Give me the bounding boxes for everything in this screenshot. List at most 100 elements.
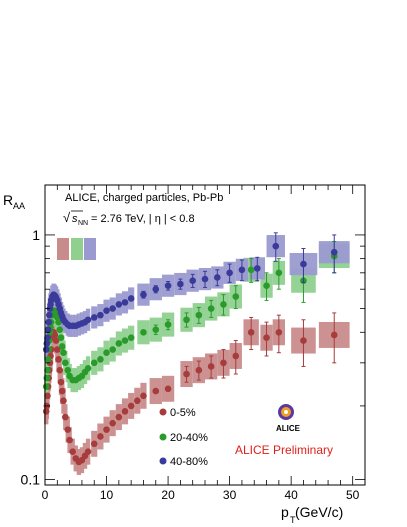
data-point-0-5 xyxy=(109,419,116,427)
data-point-0-5 xyxy=(232,352,240,360)
data-point-0-5 xyxy=(115,413,123,421)
x-label-sub: T xyxy=(290,515,296,525)
normalization-boxes xyxy=(57,238,96,260)
legend-item-40-80: 40-80% xyxy=(159,456,208,468)
data-point-0-5 xyxy=(56,366,64,374)
data-point-0-5 xyxy=(52,337,60,344)
data-point-20-40 xyxy=(103,349,110,357)
legend-label-40-80: 40-80% xyxy=(170,456,208,468)
data-point-0-5 xyxy=(300,337,307,344)
data-point-20-40 xyxy=(247,266,255,274)
legend-label-20-40: 20-40% xyxy=(170,432,208,444)
data-point-0-5 xyxy=(183,370,190,378)
data-point-40-80 xyxy=(44,334,51,342)
energy-subtitle: √ s NN = 2.76 TeV, | η | < 0.8 xyxy=(63,210,195,227)
data-point-40-80 xyxy=(201,275,209,283)
data-point-20-40 xyxy=(152,326,160,333)
chart-title: ALICE, charged particles, Pb-Pb xyxy=(65,192,223,204)
data-point-40-80 xyxy=(46,311,53,319)
x-tick-label: 20 xyxy=(161,488,175,502)
data-point-40-80 xyxy=(45,318,52,326)
data-point-20-40 xyxy=(127,334,135,342)
data-point-40-80 xyxy=(238,266,246,274)
data-point-0-5 xyxy=(51,331,59,339)
data-point-20-40 xyxy=(57,334,65,342)
norm-box-40-80 xyxy=(84,238,96,260)
data-point-20-40 xyxy=(42,383,50,390)
legend-marker-0-5 xyxy=(159,408,167,416)
data-point-40-80 xyxy=(152,285,160,293)
data-point-40-80 xyxy=(121,299,129,306)
data-point-0-5 xyxy=(263,334,270,342)
data-point-0-5 xyxy=(62,413,69,421)
data-point-20-40 xyxy=(263,282,270,290)
data-point-40-80 xyxy=(97,311,104,319)
data-point-40-80 xyxy=(177,280,184,288)
data-point-20-40 xyxy=(60,349,67,357)
data-point-20-40 xyxy=(97,356,104,363)
data-point-20-40 xyxy=(90,359,98,367)
data-point-40-80 xyxy=(214,274,221,281)
data-point-20-40 xyxy=(55,318,62,326)
data-point-40-80 xyxy=(84,316,92,324)
legend-label-0-5: 0-5% xyxy=(170,407,196,419)
data-point-0-5 xyxy=(195,366,203,374)
data-point-20-40 xyxy=(58,343,66,350)
data-point-0-5 xyxy=(57,378,65,386)
legend-item-20-40: 20-40% xyxy=(159,432,208,444)
data-point-0-5 xyxy=(64,426,72,433)
data-point-0-5 xyxy=(69,448,76,455)
data-point-40-80 xyxy=(189,277,196,284)
data-point-40-80 xyxy=(164,282,172,290)
data-point-0-5 xyxy=(140,392,147,400)
data-point-0-5 xyxy=(90,440,98,448)
y-tick-label: 0.1 xyxy=(21,472,41,488)
data-point-40-80 xyxy=(272,242,280,250)
data-point-0-5 xyxy=(164,385,172,393)
data-point-40-80 xyxy=(109,305,116,312)
x-tick-label: 0 xyxy=(42,488,49,502)
data-point-0-5 xyxy=(44,392,51,400)
data-point-20-40 xyxy=(62,359,69,367)
x-label-main: p xyxy=(281,504,289,520)
data-point-40-80 xyxy=(127,295,135,302)
x-axis-label: p T (GeV/c) xyxy=(281,504,343,525)
data-point-20-40 xyxy=(44,356,52,363)
data-point-20-40 xyxy=(183,316,190,324)
data-points xyxy=(42,232,338,466)
data-point-40-80 xyxy=(42,346,50,353)
data-point-20-40 xyxy=(275,269,283,277)
data-point-0-5 xyxy=(54,346,61,353)
s-symbol: s xyxy=(72,213,78,225)
data-point-20-40 xyxy=(56,326,64,333)
x-tick-label: 10 xyxy=(100,488,114,502)
data-point-0-5 xyxy=(97,433,104,440)
data-point-20-40 xyxy=(207,305,215,312)
x-label-unit: (GeV/c) xyxy=(295,504,343,520)
data-point-0-5 xyxy=(58,387,66,395)
data-point-20-40 xyxy=(115,340,123,347)
data-point-20-40 xyxy=(232,293,240,300)
data-point-0-5 xyxy=(152,387,160,395)
y-tick-label: 1 xyxy=(32,227,40,243)
data-point-40-80 xyxy=(90,314,98,321)
data-point-20-40 xyxy=(109,346,116,353)
data-point-20-40 xyxy=(84,364,92,372)
data-point-20-40 xyxy=(220,301,227,308)
y-label-main: R xyxy=(3,192,13,208)
data-point-0-5 xyxy=(66,436,73,444)
data-point-40-80 xyxy=(115,301,123,308)
data-point-0-5 xyxy=(60,397,67,405)
data-point-20-40 xyxy=(140,328,147,336)
data-point-0-5 xyxy=(84,448,92,455)
axes: 0 10 20 30 40 50 0.1 1 xyxy=(21,184,366,502)
data-point-40-80 xyxy=(226,269,233,277)
x-tick-label: 30 xyxy=(223,488,237,502)
legend: 0-5% 20-40% 40-80% xyxy=(159,407,208,468)
norm-box-20-40 xyxy=(71,238,83,260)
sqrt-symbol: √ xyxy=(63,210,71,225)
data-point-20-40 xyxy=(44,366,51,374)
legend-item-0-5: 0-5% xyxy=(159,407,196,419)
data-point-20-40 xyxy=(121,337,129,344)
